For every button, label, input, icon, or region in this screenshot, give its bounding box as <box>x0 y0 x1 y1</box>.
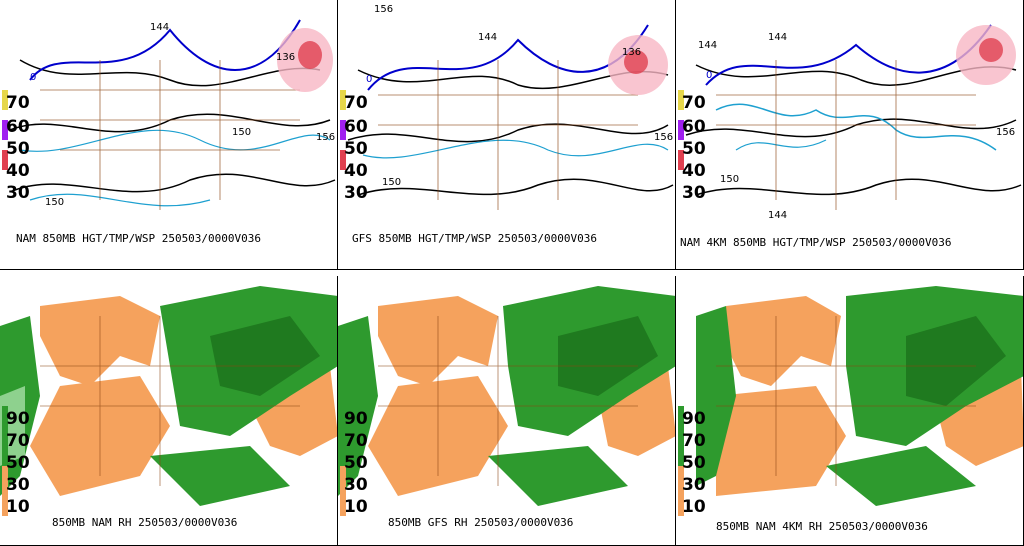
wind-speed-legend: 70 60 50 40 30 <box>340 90 376 210</box>
legend-tick: 60 <box>6 117 30 137</box>
contour-label: 136 <box>276 52 295 63</box>
legend-tick: 70 <box>6 431 30 451</box>
panel-gfs-850-hgt: 156 144 136 0 156 150 70 60 50 40 30 GFS… <box>338 0 676 270</box>
legend-tick: 10 <box>6 497 30 517</box>
rh-legend: 90 70 50 30 10 <box>340 406 376 516</box>
panel-caption: NAM 850MB HGT/TMP/WSP 250503/0000V036 <box>16 232 262 245</box>
panel-nam-850-hgt: 144 136 150 156 150 0 70 60 50 40 30 NAM… <box>0 0 338 270</box>
legend-tick: 30 <box>6 475 30 495</box>
panel-caption: 850MB NAM 4KM RH 250503/0000V036 <box>716 520 928 533</box>
legend-tick: 90 <box>682 409 706 429</box>
map-nam4km-850-rh <box>696 286 1023 506</box>
contour-label: 0 <box>706 70 712 81</box>
legend-tick: 30 <box>6 183 30 203</box>
contour-label: 156 <box>654 132 673 143</box>
contour-label: 144 <box>768 210 787 221</box>
rh-legend: 90 70 50 30 10 <box>2 406 38 516</box>
legend-tick: 40 <box>682 161 706 181</box>
legend-bar-red <box>678 150 684 170</box>
panel-caption: NAM 4KM 850MB HGT/TMP/WSP 250503/0000V03… <box>680 236 952 249</box>
legend-bar-purple <box>678 120 684 140</box>
contour-label: 150 <box>45 197 64 208</box>
legend-tick: 70 <box>682 93 706 113</box>
legend-bar-orange <box>678 466 684 516</box>
legend-tick: 90 <box>344 409 368 429</box>
legend-tick: 10 <box>682 497 706 517</box>
legend-bar-purple <box>340 120 346 140</box>
legend-bar-green <box>2 406 8 466</box>
wind-speed-legend: 70 60 50 40 30 <box>678 90 714 210</box>
legend-tick: 40 <box>344 161 368 181</box>
contour-label: 0 <box>366 74 372 85</box>
contour-label: 156 <box>316 132 335 143</box>
legend-tick: 70 <box>344 431 368 451</box>
contour-label: 144 <box>478 32 497 43</box>
map-nam4km-850-hgt: 144 144 0 150 156 144 <box>685 24 1022 221</box>
panel-caption: 850MB NAM RH 250503/0000V036 <box>52 516 238 529</box>
legend-tick: 30 <box>682 183 706 203</box>
map-nam-850-rh <box>0 286 337 506</box>
contour-label: 144 <box>768 32 787 43</box>
contour-label: 150 <box>232 127 251 138</box>
legend-tick: 50 <box>344 453 368 473</box>
contour-label: 144 <box>698 40 717 51</box>
map-nam-850-hgt: 144 136 150 156 150 0 <box>9 19 336 210</box>
map-gfs-850-hgt: 156 144 136 0 156 150 <box>347 4 674 210</box>
legend-tick: 50 <box>682 453 706 473</box>
legend-tick: 60 <box>682 117 706 137</box>
legend-bar-yellow <box>2 90 8 110</box>
contour-label: 144 <box>150 22 169 33</box>
legend-tick: 60 <box>344 117 368 137</box>
legend-bar-orange <box>340 466 346 516</box>
legend-tick: 50 <box>344 139 368 159</box>
panel-gfs-850-rh: 90 70 50 30 10 850MB GFS RH 250503/0000V… <box>338 276 676 546</box>
panel-nam4km-850-hgt: 144 144 0 150 156 144 70 60 50 40 30 NAM… <box>676 0 1024 270</box>
legend-bar-red <box>2 150 8 170</box>
legend-tick: 70 <box>344 93 368 113</box>
legend-tick: 40 <box>6 161 30 181</box>
wind-speed-legend: 70 60 50 40 30 <box>2 90 38 210</box>
rh-legend: 90 70 50 30 10 <box>678 406 714 516</box>
legend-tick: 30 <box>344 183 368 203</box>
legend-bar-green <box>678 406 684 466</box>
legend-bar-yellow <box>678 90 684 110</box>
panel-caption: 850MB GFS RH 250503/0000V036 <box>388 516 574 529</box>
legend-bar-yellow <box>340 90 346 110</box>
contour-label: 150 <box>720 174 739 185</box>
legend-bar-red <box>340 150 346 170</box>
legend-bar-green <box>340 406 346 466</box>
panel-nam-850-rh: 90 70 50 30 10 850MB NAM RH 250503/0000V… <box>0 276 338 546</box>
legend-tick: 50 <box>682 139 706 159</box>
contour-label: 150 <box>382 177 401 188</box>
legend-tick: 90 <box>6 409 30 429</box>
map-gfs-850-rh <box>338 286 675 506</box>
legend-tick: 70 <box>6 93 30 113</box>
contour-label: 136 <box>622 47 641 58</box>
legend-tick: 70 <box>682 431 706 451</box>
legend-tick: 30 <box>682 475 706 495</box>
panel-caption: GFS 850MB HGT/TMP/WSP 250503/0000V036 <box>352 232 598 245</box>
legend-bar-orange <box>2 466 8 516</box>
contour-label: 0 <box>30 72 36 83</box>
legend-tick: 50 <box>6 453 30 473</box>
legend-tick: 10 <box>344 497 368 517</box>
legend-bar-purple <box>2 120 8 140</box>
contour-label: 156 <box>996 127 1015 138</box>
contour-label: 156 <box>374 4 393 15</box>
legend-tick: 30 <box>344 475 368 495</box>
panel-nam4km-850-rh: 90 70 50 30 10 850MB NAM 4KM RH 250503/0… <box>676 276 1024 546</box>
legend-tick: 50 <box>6 139 30 159</box>
